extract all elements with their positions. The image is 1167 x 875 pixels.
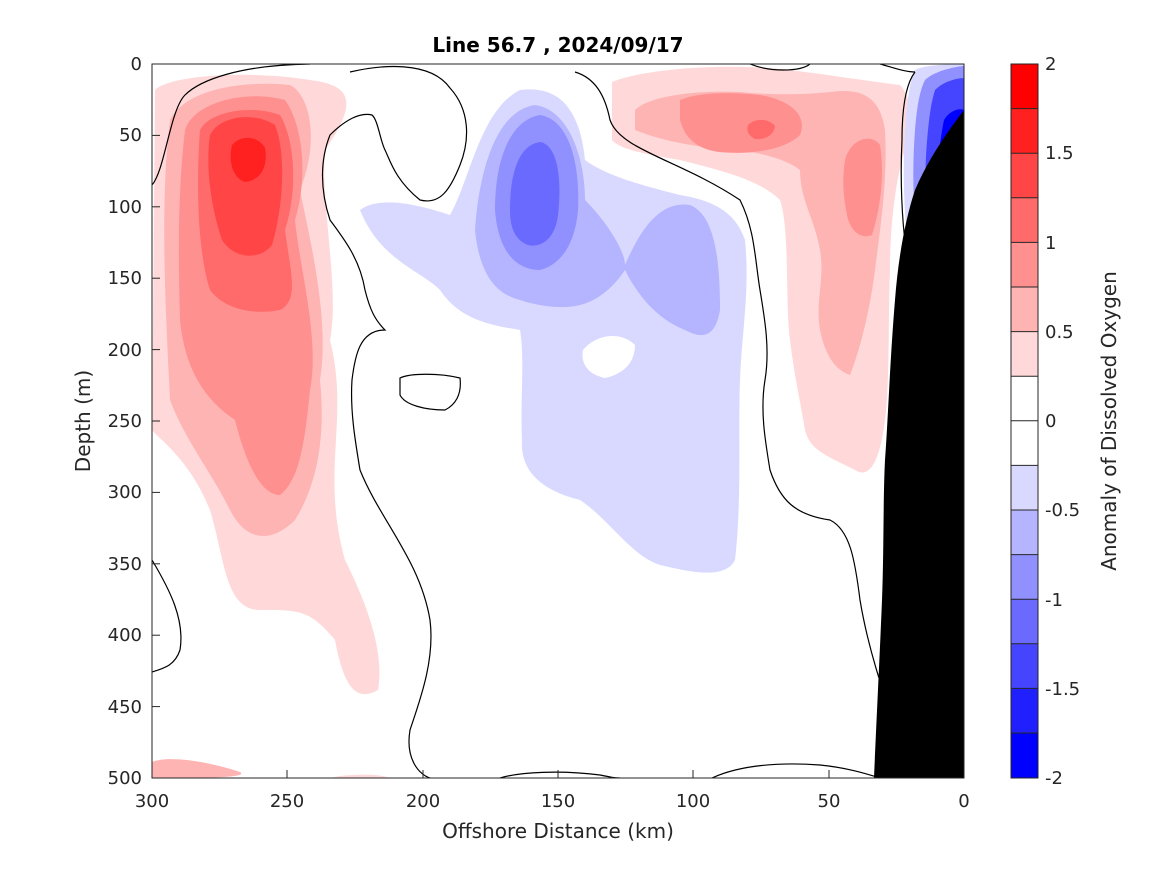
colorbar-segment [1011,510,1038,555]
zero-contour-9 [749,64,811,71]
colorbar-tick-label: 0 [1045,411,1056,432]
colorbar-tick-label: -2 [1045,768,1063,789]
colorbar-tick-label: 1 [1045,233,1056,254]
y-tick-label: 50 [119,125,142,146]
colorbar-segment [1011,153,1038,198]
y-tick-label: 0 [131,54,142,75]
y-tick-label: 250 [108,411,142,432]
colorbar-segment [1011,599,1038,644]
zero-contour-1 [152,64,311,186]
colorbar-tick-label: -0.5 [1045,500,1080,521]
x-tick-label: 50 [818,791,841,812]
zero-contour-10 [879,64,916,73]
contour-region-mid-neg-0.25 [360,89,747,573]
x-tick-label: 0 [958,791,969,812]
colorbar-segment [1011,287,1038,332]
colorbar: 2 1.5 1 0.5 0 -0.5 -1 -1.5 -2 Anomaly of… [1010,54,1121,789]
zero-contour-3 [574,71,903,778]
zero-contour-4 [399,373,461,411]
y-tick-label: 400 [108,625,142,646]
chart-title: Line 56.7 , 2024/09/17 [432,33,683,57]
colorbar-tick-label: -1 [1045,590,1063,611]
colorbar-segment [1011,688,1038,733]
colorbar-tick-label: -1.5 [1045,679,1080,700]
y-tick-label: 150 [108,268,142,289]
y-tick-label: 300 [108,482,142,503]
y-tick-label: 450 [108,697,142,718]
contour-region-bottom-pos-2 [330,774,390,778]
contour-region-bottom-pos [152,759,242,778]
contour-region-offshore-pos-1.5 [230,137,266,182]
x-axis: 300 250 200 150 100 50 0 [135,770,970,812]
colorbar-segment [1011,108,1038,154]
colorbar-segment [1011,376,1038,421]
zero-contour-2 [321,66,468,778]
contour-hole-a [582,335,635,378]
x-tick-label: 300 [135,791,169,812]
colorbar-divider-lines [1011,108,1038,734]
colorbar-segment [1011,643,1038,689]
x-tick-label: 200 [406,791,440,812]
bathymetry-mask [874,110,964,778]
colorbar-label: Anomaly of Dissolved Oxygen [1097,271,1121,571]
contour-region-near-pos-0.75 [680,93,802,153]
contour-region-mid-neg-1.0 [510,142,560,246]
y-tick-label: 200 [108,340,142,361]
colorbar-segment [1011,197,1038,243]
x-tick-label: 100 [676,791,710,812]
contour-region-near-pos-0.75b [843,138,883,237]
colorbar-segment [1011,331,1038,377]
colorbar-segment [1011,465,1038,510]
x-tick-label: 250 [270,791,304,812]
y-axis: 0 50 100 150 200 250 300 350 400 450 500 [108,54,160,789]
x-axis-label: Offshore Distance (km) [442,819,674,843]
zero-contour-7 [711,763,881,778]
contour-region-near-pos-1.0 [747,119,775,140]
contour-fills [152,64,964,778]
x-tick-label: 150 [541,791,575,812]
colorbar-segment [1011,64,1038,109]
colorbar-tick-label: 1.5 [1045,143,1074,164]
colorbar-segment [1011,420,1038,466]
colorbar-segment [1011,733,1038,778]
colorbar-tick-label: 0.5 [1045,322,1074,343]
y-tick-label: 500 [108,768,142,789]
colorbar-frame [1010,63,1039,779]
y-tick-label: 100 [108,197,142,218]
zero-contour-5 [152,559,182,673]
colorbar-segment [1011,554,1038,600]
contour-hole-b [400,374,461,410]
colorbar-segment [1011,242,1038,287]
y-tick-label: 350 [108,554,142,575]
y-axis-label: Depth (m) [71,370,95,472]
contour-region-near-pos-0.5 [635,90,886,375]
zero-contour-6 [900,71,916,251]
zero-contour-lines [152,64,916,778]
colorbar-tick-label: 2 [1045,54,1056,75]
